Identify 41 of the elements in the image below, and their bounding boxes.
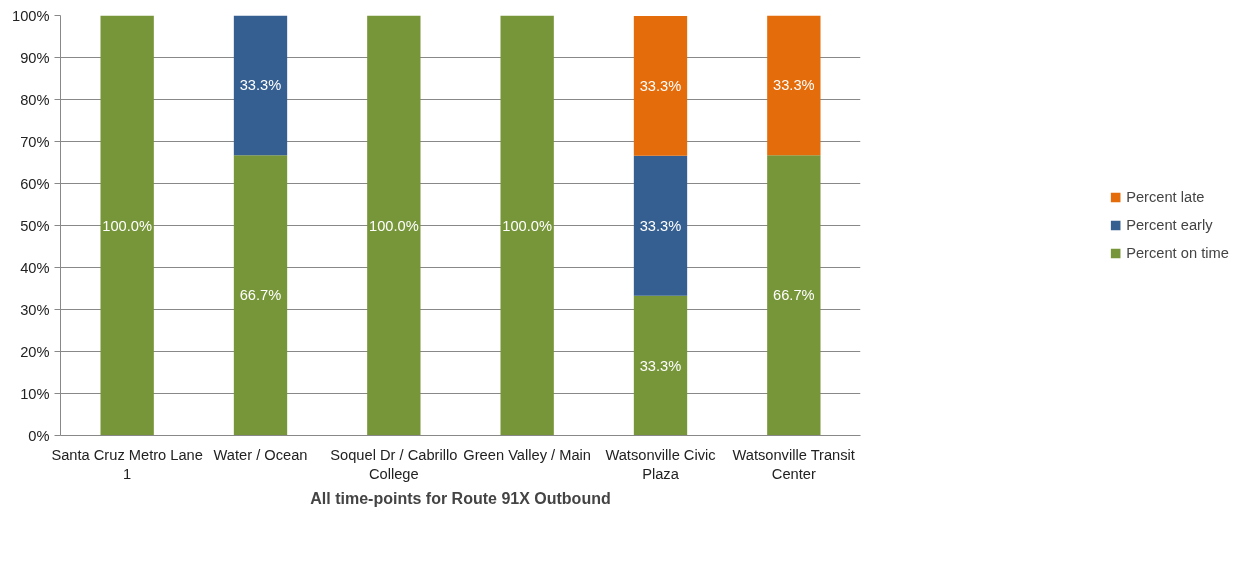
data-label: 33.3% — [639, 217, 682, 234]
data-label: 33.3% — [639, 357, 682, 374]
x-tick-label: Water / Ocean — [213, 446, 308, 463]
data-label: 100.0% — [102, 217, 153, 234]
data-label: 33.3% — [639, 77, 682, 94]
x-tick-label: Watsonville Civic Plaza — [605, 446, 716, 482]
y-tick-label: 20% — [20, 343, 50, 360]
data-label: 100.0% — [368, 217, 419, 234]
bar — [367, 15, 421, 436]
x-tick-label: Soquel Dr / Cabrillo College — [330, 446, 458, 482]
bar — [767, 15, 821, 156]
legend-label: Percent on time — [1126, 245, 1229, 261]
y-tick-label: 70% — [20, 133, 50, 150]
bar — [633, 295, 688, 436]
y-tick-label: 60% — [20, 175, 50, 192]
y-tick-label: 100% — [12, 7, 50, 24]
bar — [767, 155, 821, 436]
data-label: 66.7% — [239, 287, 282, 304]
legend-label: Percent early — [1126, 217, 1213, 233]
bar — [500, 15, 554, 436]
y-tick-label: 80% — [20, 91, 50, 108]
data-label: 33.3% — [773, 77, 815, 94]
bar — [633, 155, 688, 296]
y-tick-label: 90% — [20, 49, 50, 66]
x-axis-title: All time-points for Route 91X Outbound — [310, 489, 611, 507]
y-tick-label: 10% — [20, 385, 50, 402]
bar — [633, 15, 688, 156]
x-tick-label: Santa Cruz Metro Lane 1 — [51, 446, 203, 482]
legend-label: Percent late — [1126, 189, 1205, 205]
data-label: 66.7% — [773, 287, 815, 304]
bar — [100, 15, 154, 436]
data-label: 33.3% — [239, 77, 282, 94]
data-label: 100.0% — [502, 217, 553, 234]
bar — [233, 155, 288, 436]
x-tick-label: Watsonville Transit Center — [732, 446, 855, 482]
y-tick-label: 30% — [20, 301, 50, 318]
bar — [233, 15, 288, 156]
x-tick-label: Green Valley / Main — [463, 446, 591, 463]
y-tick-label: 40% — [20, 259, 50, 276]
y-tick-label: 0% — [28, 427, 50, 444]
y-tick-label: 50% — [20, 217, 50, 234]
